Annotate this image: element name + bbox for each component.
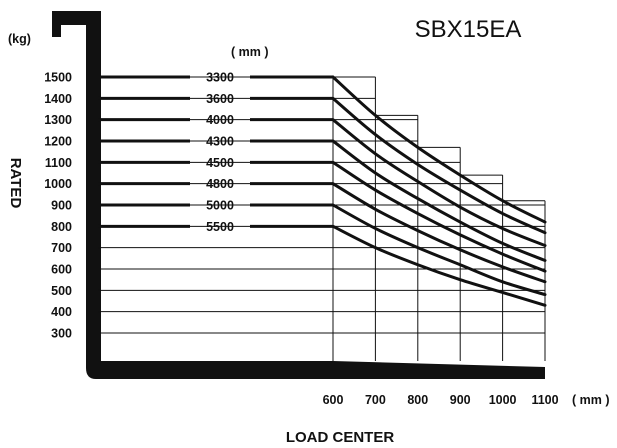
series-label: 4800 — [206, 177, 234, 191]
capacity-curve-4800 — [331, 182, 547, 284]
series-label: 3600 — [206, 92, 234, 106]
series-unit-label: ( mm ) — [231, 45, 269, 59]
x-axis-title: LOAD CENTER — [286, 429, 395, 446]
series-label: 4000 — [206, 113, 234, 127]
capacity-curve-4300 — [331, 139, 547, 262]
series-label: 4500 — [206, 156, 234, 170]
series-label: 4300 — [206, 135, 234, 149]
y-unit-label: (kg) — [8, 32, 31, 46]
y-tick-label: 400 — [51, 305, 72, 319]
y-tick-label: 500 — [51, 284, 72, 298]
capacity-curve-5500 — [331, 224, 547, 307]
x-tick-label: 900 — [450, 393, 471, 407]
capacity-curve-5000 — [331, 203, 547, 297]
y-tick-label: 600 — [51, 263, 72, 277]
y-tick-label: 1000 — [44, 177, 72, 191]
y-tick-label: 800 — [51, 220, 72, 234]
y-tick-label: 900 — [51, 199, 72, 213]
capacity-curve-4000 — [331, 118, 547, 248]
series-label: 5500 — [206, 220, 234, 234]
series-label: 5000 — [206, 199, 234, 213]
model-title: SBX15EA — [415, 16, 522, 43]
capacity-curves — [331, 75, 547, 307]
y-tick-label: 1500 — [44, 71, 72, 85]
capacity-curve-3600 — [331, 96, 547, 235]
capacity-curve-4500 — [331, 160, 547, 273]
mast-frame — [52, 11, 545, 379]
series-label: 3300 — [206, 71, 234, 85]
x-tick-label: 1000 — [489, 393, 517, 407]
y-axis-title: RATED — [7, 158, 24, 209]
x-tick-label: 700 — [365, 393, 386, 407]
y-tick-label: 1200 — [44, 135, 72, 149]
x-tick-label: 800 — [407, 393, 428, 407]
y-tick-label: 1100 — [45, 156, 72, 170]
labels: SBX15EA (kg) ( mm ) ( mm ) LOAD CENTER R… — [7, 16, 610, 446]
series-leader-lines — [98, 75, 333, 228]
y-tick-label: 300 — [51, 327, 72, 341]
y-tick-label: 1400 — [44, 92, 72, 106]
y-tick-label: 700 — [51, 241, 72, 255]
mast-hook — [52, 11, 61, 37]
y-tick-label: 1300 — [44, 113, 72, 127]
x-unit-label: ( mm ) — [572, 393, 610, 407]
capacity-curve-3300 — [331, 75, 547, 224]
x-tick-label: 600 — [323, 393, 344, 407]
x-tick-label: 1100 — [531, 393, 558, 407]
fork-frame — [86, 11, 545, 379]
